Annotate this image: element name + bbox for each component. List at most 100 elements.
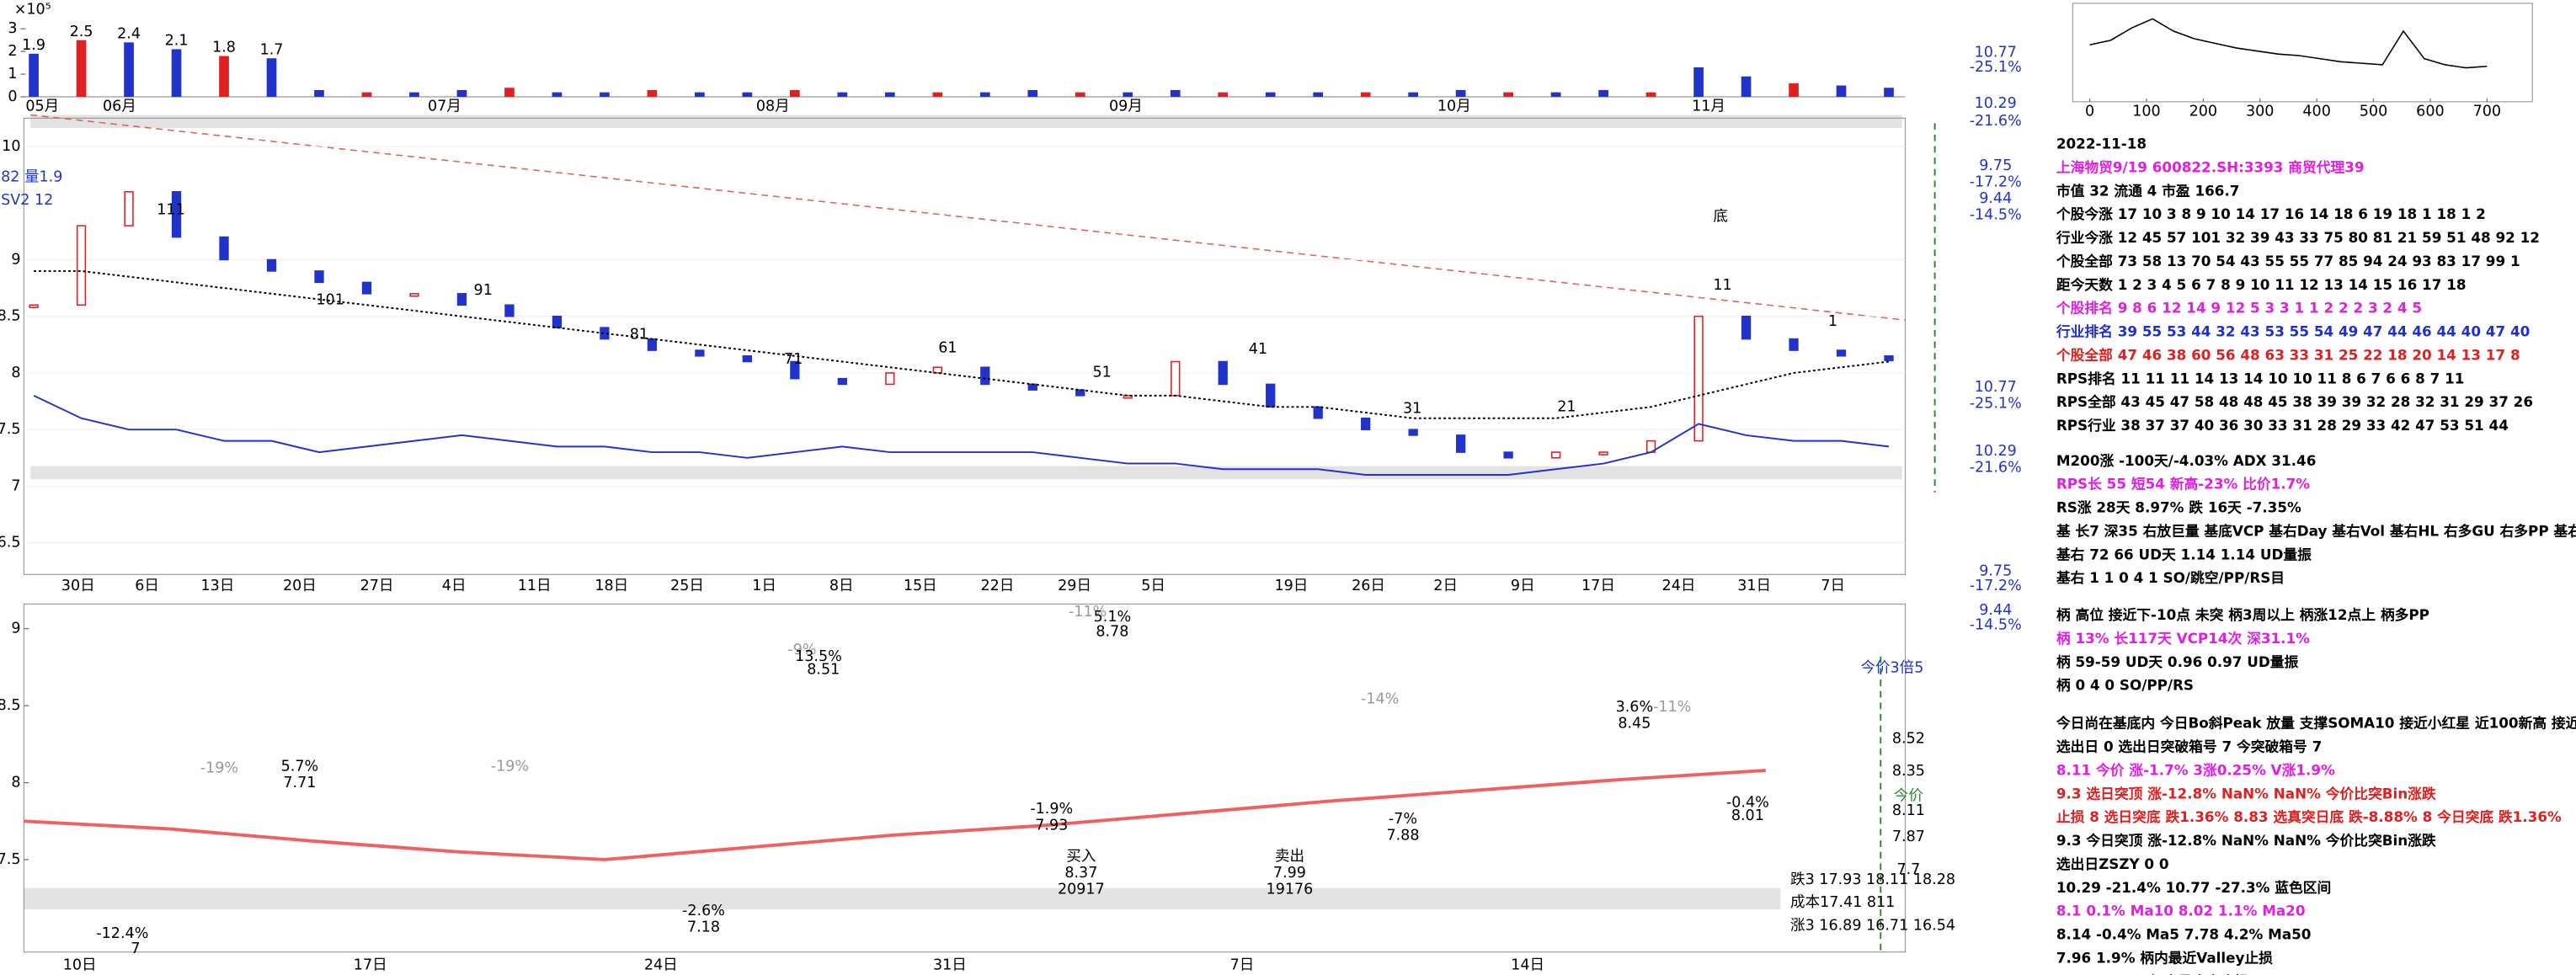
annotation: 3.6% bbox=[1616, 699, 1654, 716]
y-tick-label: 7.5 bbox=[0, 421, 20, 438]
info-line: 柄 高位 接近下-10点 未突 柄3周以上 柄涨12点上 柄多PP bbox=[2056, 606, 2429, 623]
annotation: 19176 bbox=[1267, 882, 1314, 898]
volume-bar bbox=[1123, 92, 1133, 98]
day-label: 22日 bbox=[981, 578, 1015, 594]
annotation: 8.01 bbox=[1731, 807, 1764, 824]
annotation: 今价3倍5 bbox=[1860, 659, 1923, 676]
volume-bar bbox=[76, 40, 87, 98]
candle bbox=[1789, 338, 1799, 351]
info-line: 选出日ZSZY 0 0 bbox=[2056, 855, 2169, 872]
volume-bar bbox=[1836, 85, 1847, 98]
volume-bar bbox=[361, 92, 372, 98]
candle bbox=[1218, 360, 1228, 386]
side-label: -25.1% bbox=[1970, 59, 2022, 76]
candle bbox=[124, 190, 134, 226]
annotation: -9% bbox=[787, 642, 816, 658]
info-line: 2022-11-18 bbox=[2056, 136, 2147, 152]
info-line: 基右 1 1 0 4 1 SO/跳空/PP/RS目 bbox=[2056, 569, 2285, 586]
annotation: 71 bbox=[784, 351, 803, 368]
annotation: 8.37 bbox=[1064, 865, 1097, 882]
day-label: 14日 bbox=[1511, 956, 1544, 973]
annotation: 11 bbox=[1713, 277, 1731, 294]
side-label: -14.5% bbox=[1970, 617, 2022, 634]
y-tick-label: 9 bbox=[11, 251, 20, 268]
candle bbox=[932, 366, 942, 374]
price-frame bbox=[23, 117, 1907, 575]
side-label: 9.75 bbox=[1979, 157, 2012, 174]
y-tick-label: 7.5 bbox=[0, 851, 20, 868]
x-tick-label: 700 bbox=[2473, 104, 2501, 120]
candle bbox=[647, 338, 658, 351]
volume-bar bbox=[1218, 92, 1229, 98]
info-line: 7.07 14.7% 柄内最底点止损 bbox=[2056, 972, 2249, 975]
volume-bar bbox=[790, 89, 800, 98]
volume-bar bbox=[1503, 92, 1513, 98]
lower-frame bbox=[23, 603, 1907, 953]
day-label: 18日 bbox=[595, 578, 628, 594]
volume-bar bbox=[932, 92, 943, 98]
side-label: 9.44 bbox=[1979, 602, 2012, 619]
info-line: 9.3 今日突顶 涨-12.8% NaN% NaN% 今价比突Bin涨跌 bbox=[2056, 832, 2436, 849]
mini-line bbox=[2089, 18, 2488, 69]
volume-bar bbox=[266, 58, 277, 98]
volume-bar bbox=[884, 92, 895, 98]
volume-bar bbox=[1170, 89, 1181, 98]
day-label: 9日 bbox=[1511, 578, 1535, 594]
info-line: 个股今涨 17 10 3 8 9 10 14 17 16 14 18 6 19 … bbox=[2056, 205, 2486, 222]
day-label: 24日 bbox=[1662, 578, 1696, 594]
info-line: M200涨 -100天/-4.03% ADX 31.46 bbox=[2056, 452, 2317, 469]
annotation: 8.51 bbox=[807, 661, 840, 678]
annotation: 底 bbox=[1713, 208, 1728, 225]
x-tick-label: 100 bbox=[2132, 104, 2160, 120]
month-label: 11月 bbox=[1692, 99, 1725, 115]
volume-label: 1.8 bbox=[212, 40, 236, 56]
info-line: 市值 32 流通 4 市盈 166.7 bbox=[2056, 182, 2240, 199]
volume-bar bbox=[504, 88, 515, 98]
month-label: 08月 bbox=[756, 99, 790, 115]
candle bbox=[980, 366, 990, 386]
volume-bar bbox=[695, 92, 705, 98]
volume-bar bbox=[647, 89, 658, 98]
annotation: 7.93 bbox=[1035, 818, 1068, 834]
info-line: 个股全部 73 58 13 70 54 43 55 55 77 85 94 24… bbox=[2056, 253, 2520, 269]
volume-bar bbox=[409, 92, 419, 98]
mini-frame bbox=[2072, 3, 2533, 103]
volume-label: 1.9 bbox=[22, 37, 45, 54]
line-ma bbox=[34, 269, 1890, 419]
day-label: 26日 bbox=[1352, 578, 1385, 594]
volume-bar bbox=[1550, 92, 1561, 98]
info-line: 8.11 今价 涨-1.7% 3涨0.25% V涨1.9% bbox=[2056, 761, 2335, 778]
candle bbox=[1693, 315, 1704, 442]
volume-unit: ×10⁵ bbox=[14, 2, 51, 19]
candle bbox=[790, 360, 800, 380]
candle bbox=[266, 258, 277, 272]
side-label: -17.2% bbox=[1970, 578, 2022, 594]
annotation: -0.4% bbox=[1726, 794, 1769, 811]
candle bbox=[1313, 406, 1323, 419]
day-label: 7日 bbox=[1230, 956, 1255, 973]
annotation: 1 bbox=[1828, 313, 1837, 330]
day-label: 8日 bbox=[829, 578, 854, 594]
annotation: 7.99 bbox=[1273, 865, 1306, 882]
month-label: 07月 bbox=[428, 99, 461, 115]
info-line: 距今天数 1 2 3 4 5 6 7 8 9 10 11 12 13 14 15… bbox=[2056, 276, 2467, 293]
info-line: 行业今涨 12 45 57 101 32 39 43 33 75 80 81 2… bbox=[2056, 229, 2540, 246]
candle bbox=[742, 354, 753, 363]
info-line: 7.96 1.9% 柄内最近Valley止损 bbox=[2056, 950, 2273, 967]
day-label: 31日 bbox=[933, 956, 967, 973]
annotation: 61 bbox=[938, 339, 957, 356]
day-label: 17日 bbox=[354, 956, 387, 973]
volume-bar bbox=[1075, 92, 1085, 98]
side-label: 9.75 bbox=[1979, 562, 2012, 579]
annotation: -1.9% bbox=[1030, 801, 1073, 818]
y-tick-label: 7 bbox=[11, 477, 20, 494]
side-label: 9.44 bbox=[1979, 190, 2012, 207]
info-line: 基 长7 深35 右放巨量 基底VCP 基右Day 基右Vol 基右HL 右多G… bbox=[2056, 522, 2576, 539]
y-tick-label: 0 bbox=[8, 88, 17, 105]
candle bbox=[1027, 383, 1037, 391]
y-tick-label: 10 bbox=[2, 138, 20, 155]
y-tick-label: 6.5 bbox=[0, 535, 20, 551]
annotation: -11% bbox=[1069, 604, 1107, 621]
candle bbox=[29, 304, 39, 308]
